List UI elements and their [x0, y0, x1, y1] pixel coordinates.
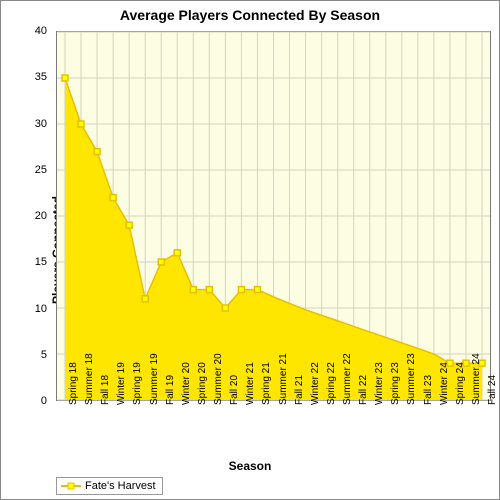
plot-area — [56, 31, 491, 401]
data-marker — [126, 222, 132, 228]
x-tick-label: Summer 22 — [342, 353, 353, 405]
x-tick-label: Winter 24 — [439, 362, 450, 405]
data-marker — [206, 287, 212, 293]
x-tick-label: Summer 23 — [406, 353, 417, 405]
y-tick-label: 20 — [35, 210, 47, 222]
y-tick-label: 15 — [35, 256, 47, 268]
x-axis-label: Season — [1, 459, 499, 473]
x-tick-label: Winter 21 — [245, 362, 256, 405]
x-tick-label: Summer 19 — [149, 353, 160, 405]
y-tick-label: 10 — [35, 303, 47, 315]
chart-container: Average Players Connected By Season Play… — [0, 0, 500, 500]
x-tick-label: Spring 21 — [261, 362, 272, 405]
x-tick-label: Spring 24 — [455, 362, 466, 405]
x-tick-label: Fall 22 — [358, 375, 369, 405]
x-tick-label: Summer 21 — [278, 353, 289, 405]
data-marker — [142, 296, 148, 302]
data-marker — [222, 305, 228, 311]
x-tick-label: Winter 23 — [374, 362, 385, 405]
x-tick-label: Spring 22 — [326, 362, 337, 405]
x-tick-label: Fall 21 — [294, 375, 305, 405]
y-tick-label: 0 — [41, 395, 47, 407]
data-marker — [110, 195, 116, 201]
data-marker — [238, 287, 244, 293]
x-tick-label: Fall 19 — [165, 375, 176, 405]
x-tick-label: Spring 18 — [68, 362, 79, 405]
x-tick-label: Summer 20 — [213, 353, 224, 405]
x-tick-label: Summer 24 — [471, 353, 482, 405]
x-tick-label: Spring 23 — [390, 362, 401, 405]
y-axis-ticks: 0510152025303540 — [1, 31, 53, 401]
data-marker — [94, 149, 100, 155]
data-marker — [158, 259, 164, 265]
y-tick-label: 25 — [35, 164, 47, 176]
x-tick-label: Spring 20 — [197, 362, 208, 405]
data-marker — [62, 75, 68, 81]
x-tick-label: Fall 18 — [100, 375, 111, 405]
y-tick-label: 30 — [35, 118, 47, 130]
x-tick-label: Winter 19 — [116, 362, 127, 405]
data-marker — [78, 121, 84, 127]
legend-swatch-icon — [61, 482, 81, 490]
y-tick-label: 5 — [41, 349, 47, 361]
x-tick-label: Winter 20 — [181, 362, 192, 405]
x-tick-label: Winter 22 — [310, 362, 321, 405]
chart-svg — [57, 32, 490, 400]
x-tick-label: Summer 18 — [84, 353, 95, 405]
x-tick-label: Fall 23 — [423, 375, 434, 405]
y-tick-label: 35 — [35, 71, 47, 83]
data-marker — [174, 250, 180, 256]
chart-title: Average Players Connected By Season — [1, 7, 499, 23]
x-tick-label: Spring 19 — [132, 362, 143, 405]
data-marker — [190, 287, 196, 293]
y-tick-label: 40 — [35, 25, 47, 37]
data-marker — [254, 287, 260, 293]
legend: Fate's Harvest — [56, 477, 163, 495]
x-tick-label: Fall 24 — [487, 375, 498, 405]
x-tick-label: Fall 20 — [229, 375, 240, 405]
legend-series-label: Fate's Harvest — [85, 480, 156, 492]
